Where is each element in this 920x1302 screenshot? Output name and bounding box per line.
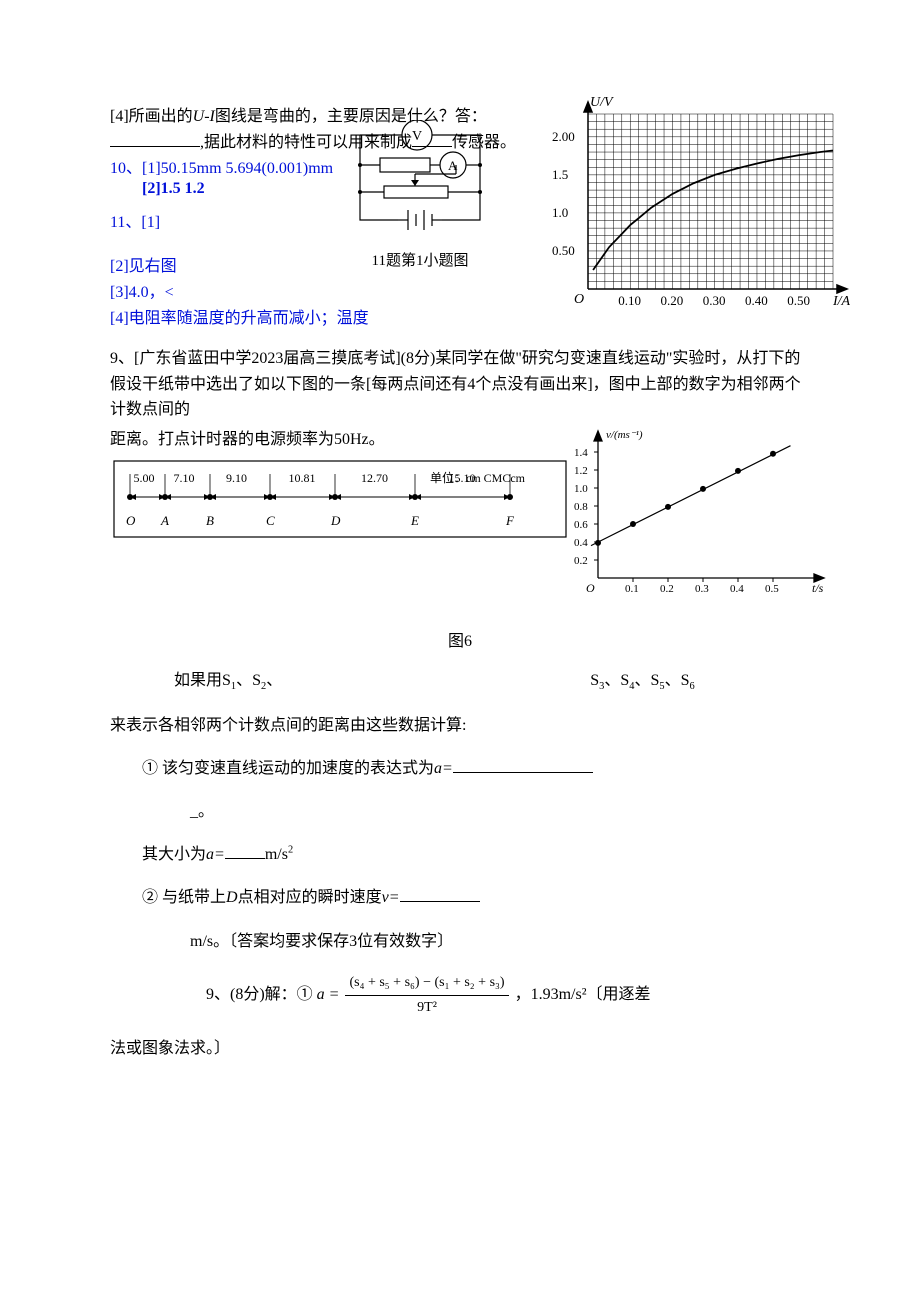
svg-text:9.10: 9.10 <box>226 471 247 485</box>
svg-text:F: F <box>505 513 515 528</box>
svg-text:7.10: 7.10 <box>174 471 195 485</box>
svg-text:0.10: 0.10 <box>618 293 641 308</box>
q9-ans: 9、(8分)解：① a = (s₄ + s₅ + s₆) − (s₁ + s₂ … <box>110 971 810 1020</box>
svg-text:10.81: 10.81 <box>289 471 316 485</box>
figure-label: 图6 <box>110 627 810 651</box>
q9-p1: 如果用S1、S2、 S3、S4、S5、S6 <box>110 667 810 696</box>
q9-p4: 其大小为a=m/s2 <box>110 841 810 868</box>
ui-chart: O 0.50 1.0 1.5 2.00 0.10 0.20 0.30 0.40 0.50 U/V I/… <box>540 94 850 319</box>
q9-p5: ② 与纸带上D点相对应的瞬时速度v= <box>110 884 810 911</box>
svg-text:O: O <box>126 513 136 528</box>
svg-text:D: D <box>330 513 341 528</box>
svg-text:0.50: 0.50 <box>787 293 810 308</box>
q9-p2: 来表示各相邻两个计数点间的距离由这些数据计算: <box>110 712 810 739</box>
svg-text:2.00: 2.00 <box>552 129 575 144</box>
circuit-diagram: V A 11题第1小题图 <box>340 120 500 270</box>
svg-text:0.2: 0.2 <box>574 555 588 567</box>
svg-text:1.2: 1.2 <box>574 465 588 477</box>
svg-text:1.0: 1.0 <box>552 205 568 220</box>
svg-text:0.4: 0.4 <box>730 583 744 595</box>
svg-text:0.20: 0.20 <box>660 293 683 308</box>
svg-text:0.50: 0.50 <box>552 243 575 258</box>
paper-tape-figure: OABCDEF5.007.109.1010.8112.7015.10单位：cm … <box>110 457 570 547</box>
q9-ans-tail: 法或图象法求。〕 <box>110 1035 810 1062</box>
svg-text:1.5: 1.5 <box>552 167 568 182</box>
svg-text:0.40: 0.40 <box>745 293 768 308</box>
svg-text:V: V <box>412 129 422 144</box>
svg-text:B: B <box>206 513 214 528</box>
svg-text:单位：cm CMCcm: 单位：cm CMCcm <box>430 470 526 485</box>
svg-text:U/V: U/V <box>590 95 614 110</box>
svg-text:0.2: 0.2 <box>660 583 674 595</box>
svg-text:v/(ms⁻¹): v/(ms⁻¹) <box>606 429 643 441</box>
svg-text:5.00: 5.00 <box>134 471 155 485</box>
q9-p3b: _。 <box>110 798 810 825</box>
svg-text:12.70: 12.70 <box>361 471 388 485</box>
q9-p3: ① 该匀变速直线运动的加速度的表达式为a= <box>110 755 810 782</box>
svg-text:A: A <box>448 158 458 173</box>
svg-text:0.30: 0.30 <box>703 293 726 308</box>
circuit-caption: 11题第1小题图 <box>340 249 500 270</box>
q9-intro: 9、[广东省蓝田中学2023届高三摸底考试](8分)某同学在做"研究匀变速直线运… <box>110 346 810 423</box>
svg-text:1.0: 1.0 <box>574 483 588 495</box>
svg-text:0.6: 0.6 <box>574 519 588 531</box>
svg-text:O: O <box>574 292 584 307</box>
svg-text:0.8: 0.8 <box>574 501 588 513</box>
svg-text:E: E <box>410 513 419 528</box>
svg-text:I/A: I/A <box>832 294 850 309</box>
q9-p6: m/s。〔答案均要求保存3位有效数字〕 <box>110 928 810 955</box>
svg-text:0.1: 0.1 <box>625 583 639 595</box>
svg-text:t/s: t/s <box>812 581 824 595</box>
svg-text:0.4: 0.4 <box>574 537 588 549</box>
svg-text:0.3: 0.3 <box>695 583 709 595</box>
svg-text:1.4: 1.4 <box>574 447 588 459</box>
svg-text:C: C <box>266 513 275 528</box>
svg-text:0.5: 0.5 <box>765 583 779 595</box>
svg-text:O: O <box>586 581 595 595</box>
svg-text:A: A <box>160 513 169 528</box>
velocity-chart: 0.2 0.4 0.6 0.8 1.0 1.2 1.4 0.1 0.2 0.3 0.4 0.5 Ov/(… <box>562 428 842 608</box>
